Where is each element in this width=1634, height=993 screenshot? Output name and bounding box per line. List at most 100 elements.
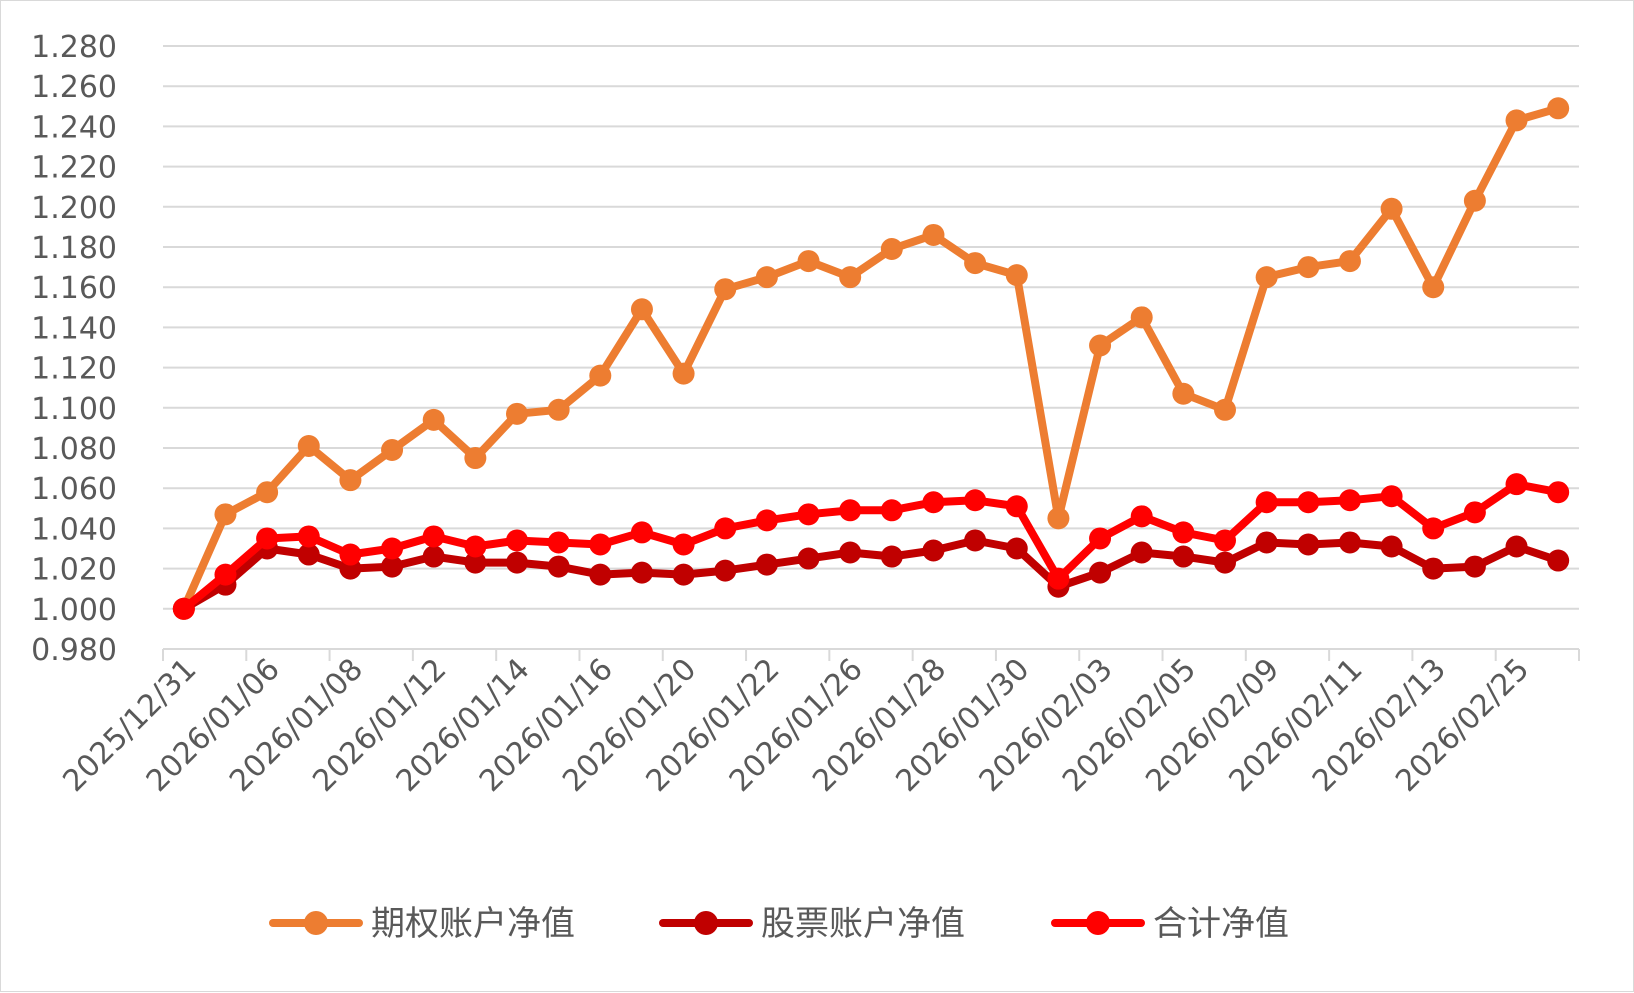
data-point (1172, 521, 1195, 544)
data-point (755, 509, 778, 532)
data-point (714, 517, 737, 540)
data-point (1338, 250, 1361, 273)
data-point (839, 499, 862, 522)
data-point (1089, 334, 1112, 357)
data-point (1505, 109, 1528, 132)
x-axis-ticks: 2025/12/312026/01/062026/01/082026/01/12… (56, 652, 1536, 799)
data-point (1255, 531, 1278, 554)
data-point (630, 561, 653, 584)
data-point (672, 533, 695, 556)
series-2 (172, 473, 1570, 620)
y-tick-label: 1.000 (31, 593, 117, 628)
data-point (755, 266, 778, 289)
data-point (422, 525, 445, 548)
data-point (297, 434, 320, 457)
data-point (1130, 306, 1153, 329)
data-point (714, 559, 737, 582)
data-point (1089, 561, 1112, 584)
data-point (964, 489, 987, 512)
data-point (1130, 541, 1153, 564)
y-tick-label: 1.100 (31, 392, 117, 427)
data-point (297, 525, 320, 548)
data-point (256, 527, 279, 550)
gridlines (163, 45, 1579, 610)
data-point (1547, 97, 1570, 120)
y-tick-label: 1.120 (31, 352, 117, 387)
data-point (1005, 264, 1028, 287)
data-point (1172, 545, 1195, 568)
data-point (381, 439, 404, 462)
y-tick-label: 0.980 (31, 633, 117, 668)
data-point (214, 563, 237, 586)
data-point (880, 545, 903, 568)
data-point (422, 408, 445, 431)
data-point (714, 278, 737, 301)
data-point (880, 499, 903, 522)
data-point (1380, 485, 1403, 508)
y-tick-label: 1.160 (31, 271, 117, 306)
legend-marker (304, 911, 328, 935)
data-point (1172, 382, 1195, 405)
data-point (922, 539, 945, 562)
legend-label: 股票账户净值 (761, 904, 965, 944)
data-point (506, 529, 528, 552)
data-point (381, 555, 404, 578)
data-point (1255, 491, 1278, 514)
data-point (1505, 535, 1528, 558)
data-point (297, 543, 320, 566)
data-point (1380, 535, 1403, 558)
data-point (1547, 549, 1570, 572)
data-point (797, 250, 820, 273)
data-point (839, 266, 862, 289)
data-point (1463, 501, 1486, 524)
data-point (880, 238, 903, 261)
data-point (589, 563, 612, 586)
data-point (339, 543, 362, 566)
y-tick-label: 1.220 (31, 151, 117, 186)
data-point (1047, 507, 1070, 530)
data-point (1089, 527, 1112, 550)
axes (162, 648, 1580, 661)
data-point (797, 547, 820, 570)
series-line (179, 104, 1563, 613)
data-point (922, 491, 945, 514)
data-point (630, 521, 653, 544)
legend-item: 股票账户净值 (659, 904, 965, 944)
data-point (1380, 197, 1403, 220)
data-point (1463, 555, 1486, 578)
series-1 (172, 529, 1570, 620)
data-point (672, 563, 695, 586)
data-point (464, 551, 487, 574)
data-point (214, 503, 237, 526)
data-point (755, 553, 778, 576)
y-tick-label: 1.200 (31, 191, 117, 226)
data-point (964, 252, 987, 275)
data-point (1047, 567, 1070, 590)
data-point (1547, 481, 1570, 504)
data-point (1463, 189, 1486, 212)
legend-label: 合计净值 (1153, 904, 1289, 944)
data-point (256, 481, 279, 504)
legend-label: 期权账户净值 (371, 904, 575, 944)
data-point (1214, 529, 1236, 552)
y-tick-label: 1.080 (31, 432, 117, 467)
y-tick-label: 1.040 (31, 512, 117, 547)
legend-marker (1086, 911, 1110, 935)
data-point (1422, 276, 1445, 299)
legend-marker (694, 911, 718, 935)
data-point (547, 398, 570, 421)
data-point (1005, 537, 1028, 560)
legend-item: 合计净值 (1051, 904, 1289, 944)
y-tick-label: 1.060 (31, 472, 117, 507)
data-point (1297, 491, 1320, 514)
data-point (422, 545, 445, 568)
data-point (589, 364, 612, 387)
data-point (964, 529, 987, 552)
y-tick-label: 1.260 (31, 70, 117, 105)
y-tick-label: 1.280 (31, 30, 117, 65)
data-point (1422, 517, 1445, 540)
series-line (179, 536, 1563, 613)
series-line (179, 480, 1563, 613)
